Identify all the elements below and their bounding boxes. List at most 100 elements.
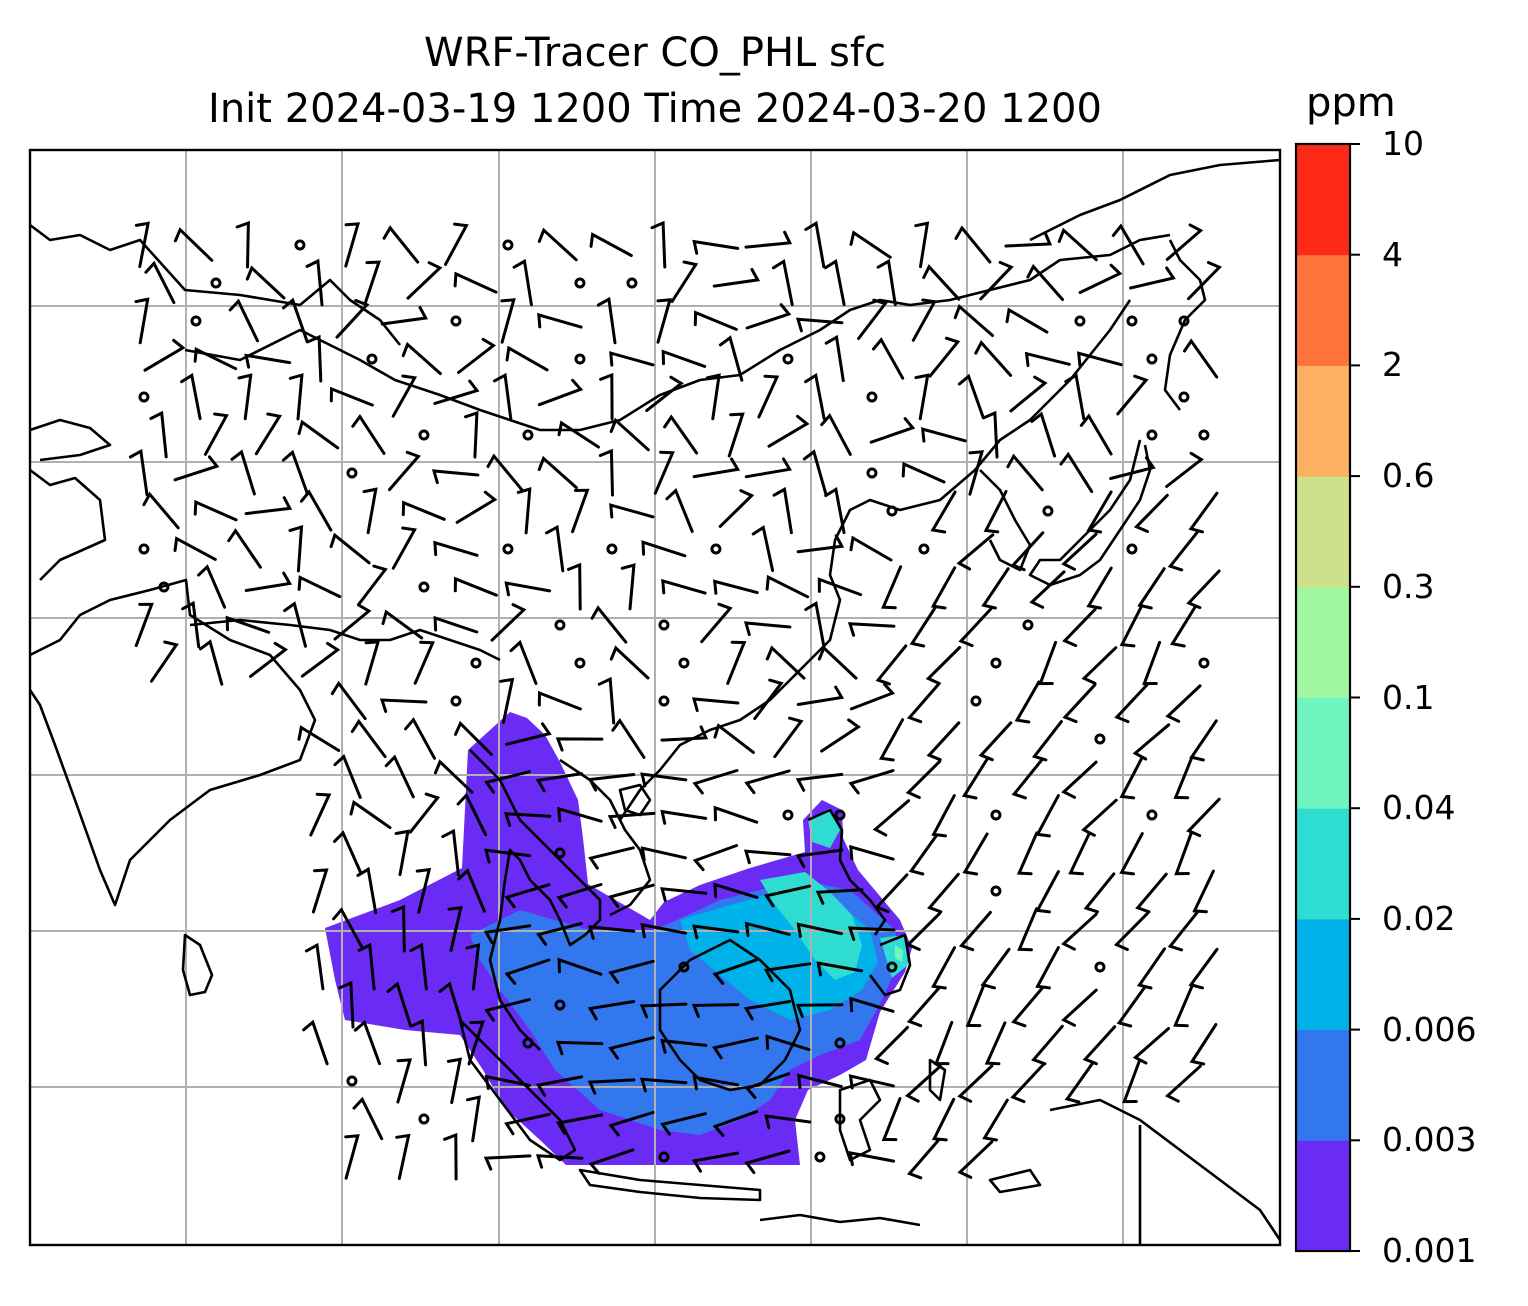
wind-barb [911,298,937,342]
wind-barb [978,721,1013,762]
calm-wind-marker [606,543,618,555]
colorbar-tick-label: 0.3 [1382,566,1435,606]
wind-barb [509,639,538,685]
wind-barb [386,981,413,1028]
calm-wind-marker [990,885,1002,897]
wind-barb [408,792,441,834]
wind-barb [431,469,480,485]
wind-barb [820,412,852,456]
wind-barb [1189,719,1218,762]
wind-barb [1165,223,1204,261]
wind-barb [931,1097,956,1142]
wind-barb [849,535,893,562]
wind-barb [352,1096,384,1141]
wind-barb [350,718,387,759]
wind-barb [333,830,363,875]
wind-barb [906,682,940,724]
wind-barb [433,759,474,794]
wind-barb [598,448,614,497]
wind-barb [349,799,392,830]
calm-wind-marker [626,277,638,289]
wind-barb [848,1151,896,1167]
coast-okhotsk [1029,158,1281,242]
calm-wind-marker [834,1113,846,1125]
wind-barb [691,697,740,712]
wind-barb [607,811,656,829]
wind-barb [134,221,150,269]
wind-barb [1113,911,1149,951]
calm-wind-marker [158,581,170,593]
wind-barb [640,922,688,939]
calm-wind-marker [866,467,878,479]
wind-barb [1005,307,1049,334]
wind-barb [693,310,738,331]
wind-barb [128,448,149,497]
wind-barb [330,680,367,721]
wind-barb [817,577,863,597]
calm-wind-marker [1146,353,1158,365]
wind-barb [954,225,992,264]
colorbar-tick-label: 0.02 [1382,898,1456,938]
wind-barb [772,486,793,535]
wind-barb [965,983,986,1028]
wind-barb [713,723,755,754]
coast-kamchatka-side [1163,239,1207,411]
wind-barb [712,267,761,288]
wind-barb [1086,490,1113,534]
wind-barb [1142,640,1162,686]
wind-barb [499,677,515,724]
calm-wind-marker [1126,543,1138,555]
wind-barb [609,645,650,680]
coast-moluccas [928,1058,947,1102]
wind-barb [608,1036,655,1060]
colorbar-unit-label: ppm [1306,80,1396,126]
calm-wind-marker [554,619,566,631]
wind-barb [639,1077,688,1093]
coast-hainan [618,783,652,817]
wind-barb [873,1025,909,1065]
wind-barb [483,1154,532,1171]
wind-barb [484,848,532,864]
wind-barb [173,455,220,482]
wind-barb [230,449,256,496]
wind-barb [537,312,583,329]
coast-indochina [469,749,602,1051]
wind-barb [362,487,378,535]
colorbar-tick-label: 10 [1382,124,1424,163]
coast-java [578,1168,762,1202]
wind-barb [904,1064,942,1103]
wind-barb [484,998,531,1022]
wind-barb [984,1021,1007,1066]
wind-barb [1165,451,1204,488]
wind-barb [1164,1064,1202,1103]
colorbar-tick-label: 0.6 [1382,456,1435,496]
wind-barb [1059,451,1094,494]
wind-barb [1061,912,1098,951]
wind-barb [1017,907,1038,952]
coast-sumatra [458,1018,577,1162]
calm-wind-marker [658,1151,670,1163]
wind-barb [764,884,811,908]
wind-barb [922,264,961,301]
wind-barb [237,373,253,421]
colorbar-bin-4 [1296,697,1350,809]
wind-barb [455,490,498,524]
wind-barb [596,296,617,345]
calm-wind-marker [1126,315,1138,327]
wind-barb [765,1034,811,1052]
wind-barb [1111,223,1145,266]
wind-barb [193,346,238,371]
wind-barb [401,341,442,376]
wind-barb [1174,830,1193,876]
wind-barb [483,924,532,945]
wind-barb [933,1020,954,1066]
wind-barb [906,987,940,1028]
colorbar-bin-8 [1296,254,1350,366]
wind-barb [640,846,687,862]
wind-barb [1133,493,1169,533]
wind-barb [1167,530,1200,572]
wind-barb [1192,869,1215,914]
colorbar-tick-label: 4 [1382,234,1403,274]
wind-barb [1057,227,1098,262]
coast-himalaya [189,618,501,662]
